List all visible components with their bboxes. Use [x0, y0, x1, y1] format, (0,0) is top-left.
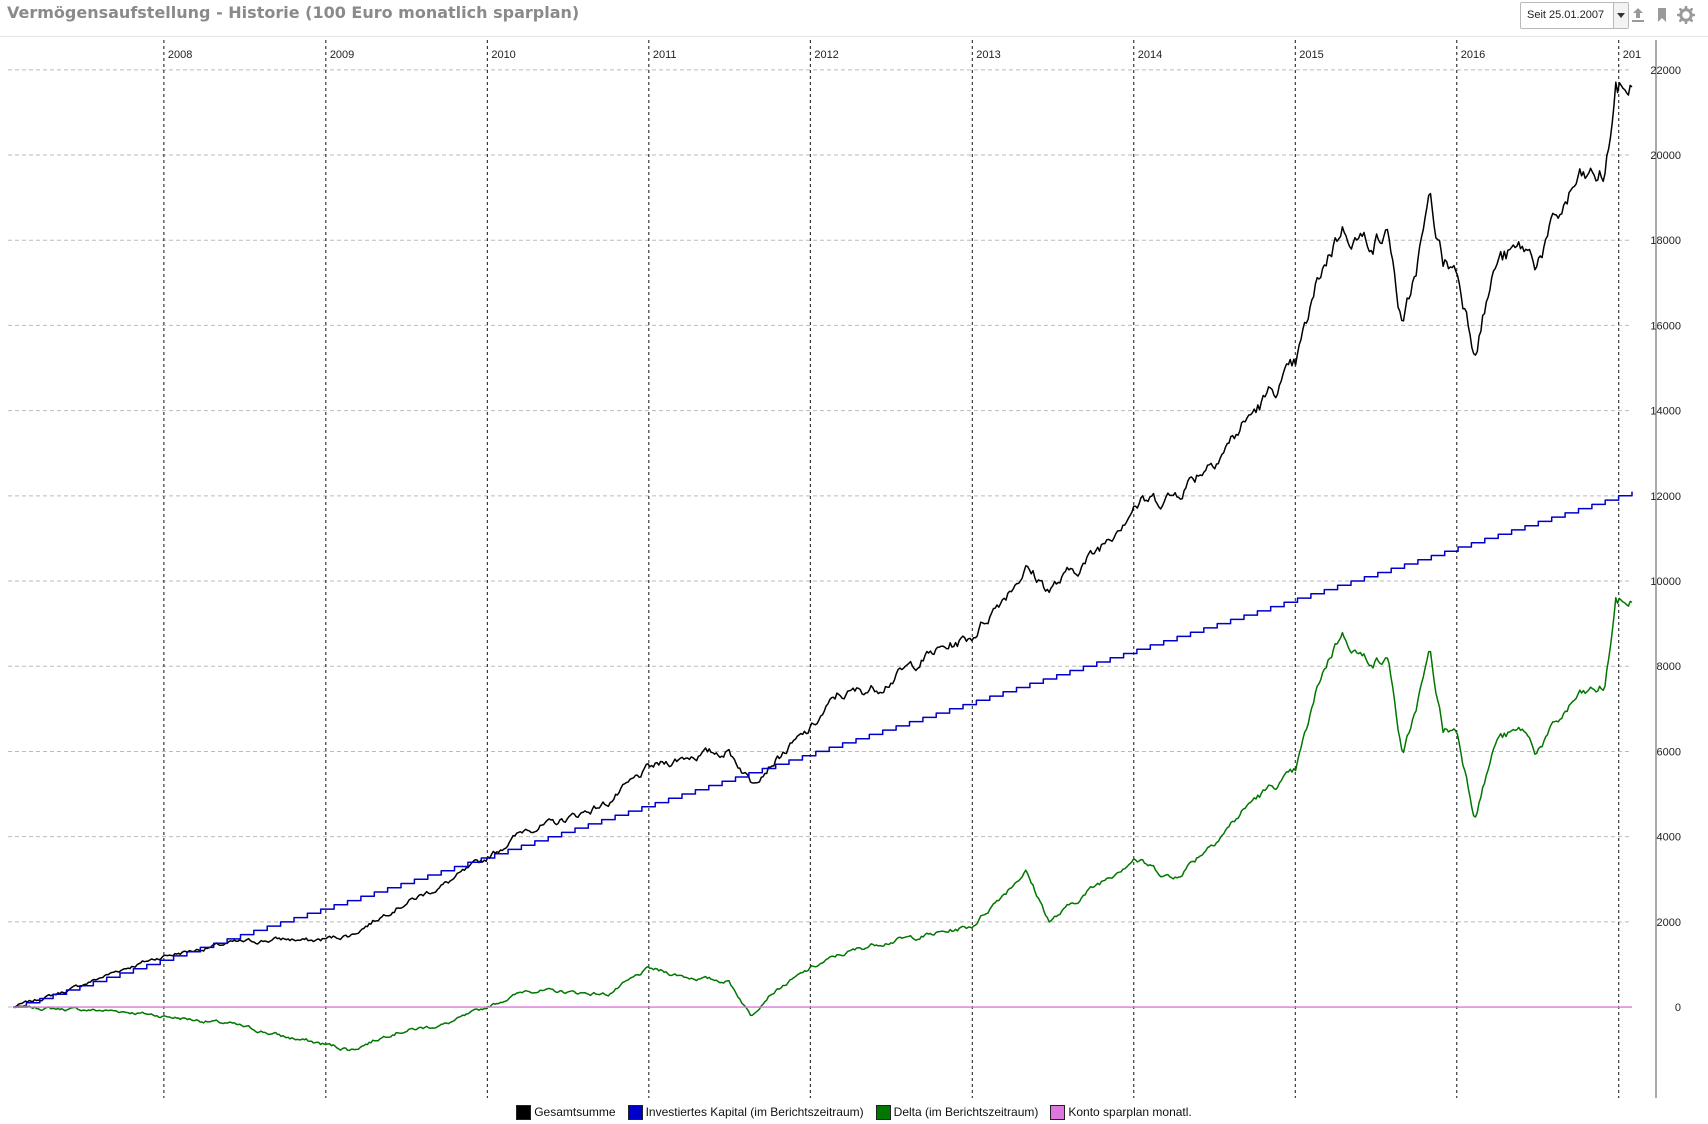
x-tick-label: 2012: [814, 49, 838, 61]
date-range-value: Seit 25.01.2007: [1527, 9, 1605, 21]
legend-item-konto-sparplan[interactable]: Konto sparplan monatl.: [1050, 1104, 1192, 1120]
y-tick-label: 10000: [1650, 576, 1681, 588]
x-tick-label: 201: [1623, 49, 1641, 61]
bookmark-icon[interactable]: [1653, 6, 1671, 24]
series-layer: [12, 81, 1633, 1052]
chart-legend: Gesamtsumme Investiertes Kapital (im Ber…: [0, 1100, 1708, 1124]
legend-swatch: [516, 1104, 532, 1120]
x-tick-label: 2011: [653, 49, 677, 61]
title-bar: Vermögensaufstellung - Historie (100 Eur…: [0, 0, 1708, 37]
x-tick-label: 2013: [976, 49, 1000, 61]
legend-swatch: [875, 1104, 891, 1120]
gear-icon[interactable]: [1677, 6, 1695, 24]
legend-swatch: [1050, 1104, 1066, 1120]
y-tick-label: 22000: [1650, 65, 1681, 77]
y-tick-label: 20000: [1650, 150, 1681, 162]
y-tick-label: 6000: [1657, 746, 1681, 758]
y-tick-label: 2000: [1657, 917, 1681, 929]
chevron-down-icon[interactable]: [1613, 3, 1628, 28]
vertical-gridlines: [163, 40, 1620, 1098]
legend-label: Konto sparplan monatl.: [1068, 1105, 1192, 1119]
y-tick-label: 16000: [1650, 320, 1681, 332]
legend-label: Investiertes Kapital (im Berichtszeitrau…: [645, 1105, 864, 1119]
window-title: Vermögensaufstellung - Historie (100 Eur…: [7, 3, 580, 22]
legend-label: Delta (im Berichtszeitraum): [893, 1105, 1039, 1119]
x-tick-label: 2009: [330, 49, 354, 61]
y-axis-tick-labels: 2200020000180001600014000120001000080006…: [1650, 65, 1681, 1014]
x-tick-label: 2008: [168, 49, 192, 61]
date-range-select[interactable]: Seit 25.01.2007: [1520, 2, 1629, 29]
series-line-gesamtsumme[interactable]: [12, 81, 1633, 1008]
y-tick-label: 8000: [1657, 661, 1681, 673]
y-tick-label: 12000: [1650, 491, 1681, 503]
legend-item-investiertes-kapital[interactable]: Investiertes Kapital (im Berichtszeitrau…: [627, 1104, 864, 1120]
legend-item-delta[interactable]: Delta (im Berichtszeitraum): [875, 1104, 1039, 1120]
y-tick-label: 4000: [1657, 832, 1681, 844]
history-chart[interactable]: 2008 2009 2010 2011 2012 2013 2014 2015 2016 201 …: [0, 36, 1708, 1100]
x-tick-label: 2014: [1138, 49, 1162, 61]
legend-label: Gesamtsumme: [534, 1105, 616, 1119]
y-tick-label: 14000: [1650, 406, 1681, 418]
series-line-delta[interactable]: [12, 597, 1633, 1052]
x-axis-tick-labels: 2008 2009 2010 2011 2012 2013 2014 2015 2016 201: [168, 49, 1641, 61]
x-tick-label: 2015: [1299, 49, 1323, 61]
export-icon[interactable]: [1629, 6, 1647, 24]
x-tick-label: 2010: [491, 49, 515, 61]
x-tick-label: 2016: [1461, 49, 1485, 61]
legend-item-gesamtsumme[interactable]: Gesamtsumme: [516, 1104, 616, 1120]
horizontal-gridlines: [8, 69, 1632, 1008]
series-line-investiertes[interactable]: [13, 491, 1633, 1008]
y-tick-label: 0: [1675, 1002, 1681, 1014]
legend-swatch: [627, 1104, 643, 1120]
y-tick-label: 18000: [1650, 235, 1681, 247]
